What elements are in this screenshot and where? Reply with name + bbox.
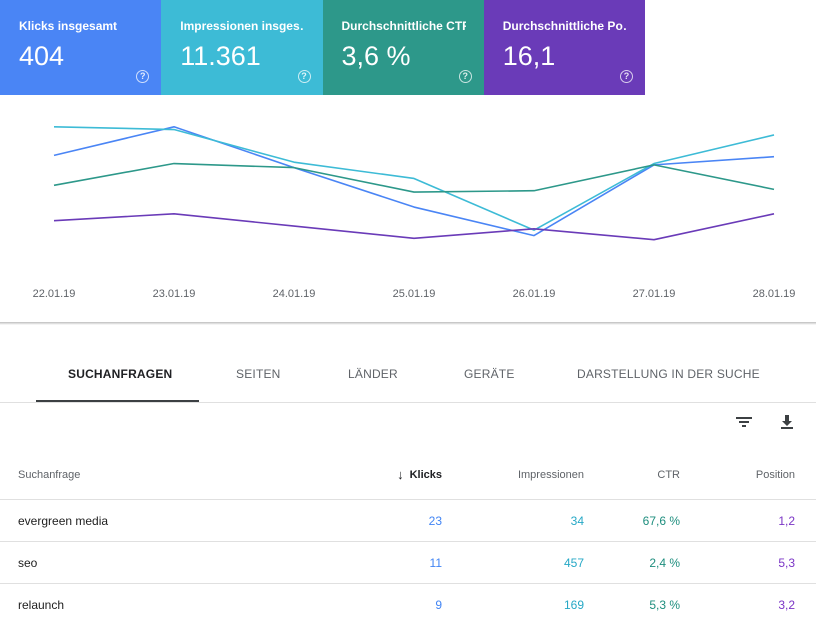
- cell-ctr: 5,3 %: [649, 597, 680, 612]
- x-tick-label: 25.01.19: [393, 288, 436, 300]
- table-row[interactable]: seo 11 457 2,4 % 5,3: [0, 542, 816, 584]
- tab-laender[interactable]: LÄNDER: [348, 367, 398, 381]
- tab-bar: SUCHANFRAGEN SEITEN LÄNDER GERÄTE DARSTE…: [0, 346, 816, 403]
- help-icon[interactable]: ?: [136, 70, 150, 83]
- cell-ctr: 2,4 %: [649, 555, 680, 570]
- cell-position: 5,3: [778, 555, 795, 570]
- cell-impressions: 169: [563, 597, 584, 612]
- table-header: Suchanfrage ↓ Klicks Impressionen CTR Po…: [0, 450, 816, 500]
- header-impressions[interactable]: Impressionen: [517, 468, 584, 481]
- tab-geraete[interactable]: GERÄTE: [464, 367, 515, 381]
- series-line-0: [53, 125, 775, 237]
- line-chart: 22.01.19 23.01.19 24.01.19 25.01.19 26.01.19…: [33, 125, 796, 300]
- card-average-ctr[interactable]: Durchschnittliche CTR 3,6 % ?: [322, 0, 484, 95]
- x-tick-label: 28.01.19: [753, 288, 796, 300]
- card-value: 404: [19, 41, 65, 71]
- header-ctr[interactable]: CTR: [657, 468, 680, 481]
- tab-darstellung[interactable]: DARSTELLUNG IN DER SUCHE: [577, 367, 760, 381]
- help-icon[interactable]: ?: [458, 70, 472, 83]
- cell-clicks: 11: [429, 555, 442, 570]
- card-title: Durchschnittliche CTR: [341, 19, 466, 33]
- cell-query: evergreen media: [18, 513, 109, 528]
- card-title: Klicks insgesamt: [19, 19, 118, 33]
- metric-cards: Klicks insgesamt 404 ? Impressionen insg…: [0, 0, 645, 95]
- header-clicks-label: Klicks: [409, 468, 442, 481]
- cell-impressions: 34: [570, 513, 584, 528]
- series-line-1: [53, 126, 775, 231]
- x-tick-label: 27.01.19: [633, 288, 676, 300]
- queries-table: Suchanfrage ↓ Klicks Impressionen CTR Po…: [0, 450, 816, 623]
- card-value: 16,1: [502, 41, 556, 71]
- help-icon[interactable]: ?: [297, 70, 311, 83]
- header-query[interactable]: Suchanfrage: [18, 468, 81, 481]
- cell-query: seo: [18, 555, 38, 570]
- cell-position: 1,2: [778, 513, 795, 528]
- help-icon[interactable]: ?: [620, 70, 633, 83]
- cell-position: 3,2: [778, 597, 795, 612]
- tab-seiten[interactable]: SEITEN: [236, 367, 281, 381]
- card-title: Impressionen insges…: [180, 19, 305, 33]
- cell-query: relaunch: [18, 597, 65, 612]
- card-total-impressions[interactable]: Impressionen insges… 11.361 ?: [161, 0, 323, 95]
- card-total-clicks[interactable]: Klicks insgesamt 404 ?: [0, 0, 162, 95]
- cell-ctr: 67,6 %: [642, 513, 680, 528]
- x-tick-label: 24.01.19: [273, 288, 316, 300]
- card-value: 3,6 %: [341, 41, 411, 71]
- header-clicks[interactable]: ↓ Klicks: [397, 450, 442, 499]
- card-average-position[interactable]: Durchschnittliche Po… 16,1 ?: [483, 0, 645, 95]
- x-tick-label: 22.01.19: [33, 288, 76, 300]
- active-tab-indicator: [36, 400, 199, 402]
- card-value: 11.361: [180, 41, 261, 71]
- x-tick-label: 26.01.19: [513, 288, 556, 300]
- table-row[interactable]: relaunch 9 169 5,3 % 3,2: [0, 584, 816, 623]
- performance-chart: 22.01.19 23.01.19 24.01.19 25.01.19 26.01.19…: [0, 95, 816, 323]
- filter-icon[interactable]: [734, 412, 754, 432]
- cell-clicks: 23: [428, 513, 442, 528]
- cell-clicks: 9: [435, 597, 442, 612]
- sort-arrow-icon: ↓: [397, 467, 404, 482]
- series-line-3: [53, 213, 775, 241]
- table-row[interactable]: evergreen media 23 34 67,6 % 1,2: [0, 500, 816, 542]
- header-position[interactable]: Position: [755, 468, 795, 481]
- section-divider: [0, 322, 816, 325]
- card-title: Durchschnittliche Po…: [502, 19, 627, 33]
- x-tick-label: 23.01.19: [153, 288, 196, 300]
- cell-impressions: 457: [563, 555, 584, 570]
- series-line-2: [53, 162, 775, 193]
- tab-suchanfragen[interactable]: SUCHANFRAGEN: [68, 367, 173, 381]
- download-icon[interactable]: [777, 412, 797, 432]
